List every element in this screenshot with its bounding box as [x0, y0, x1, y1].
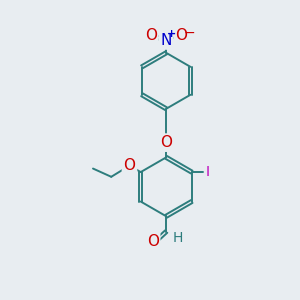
Text: O: O	[124, 158, 136, 173]
Text: O: O	[160, 135, 172, 150]
Text: N: N	[160, 33, 172, 48]
Text: O: O	[147, 234, 159, 249]
Text: −: −	[184, 26, 196, 40]
Text: +: +	[167, 29, 176, 39]
Text: H: H	[172, 231, 183, 245]
Text: I: I	[206, 165, 210, 179]
Text: O: O	[176, 28, 188, 43]
Text: O: O	[145, 28, 157, 43]
